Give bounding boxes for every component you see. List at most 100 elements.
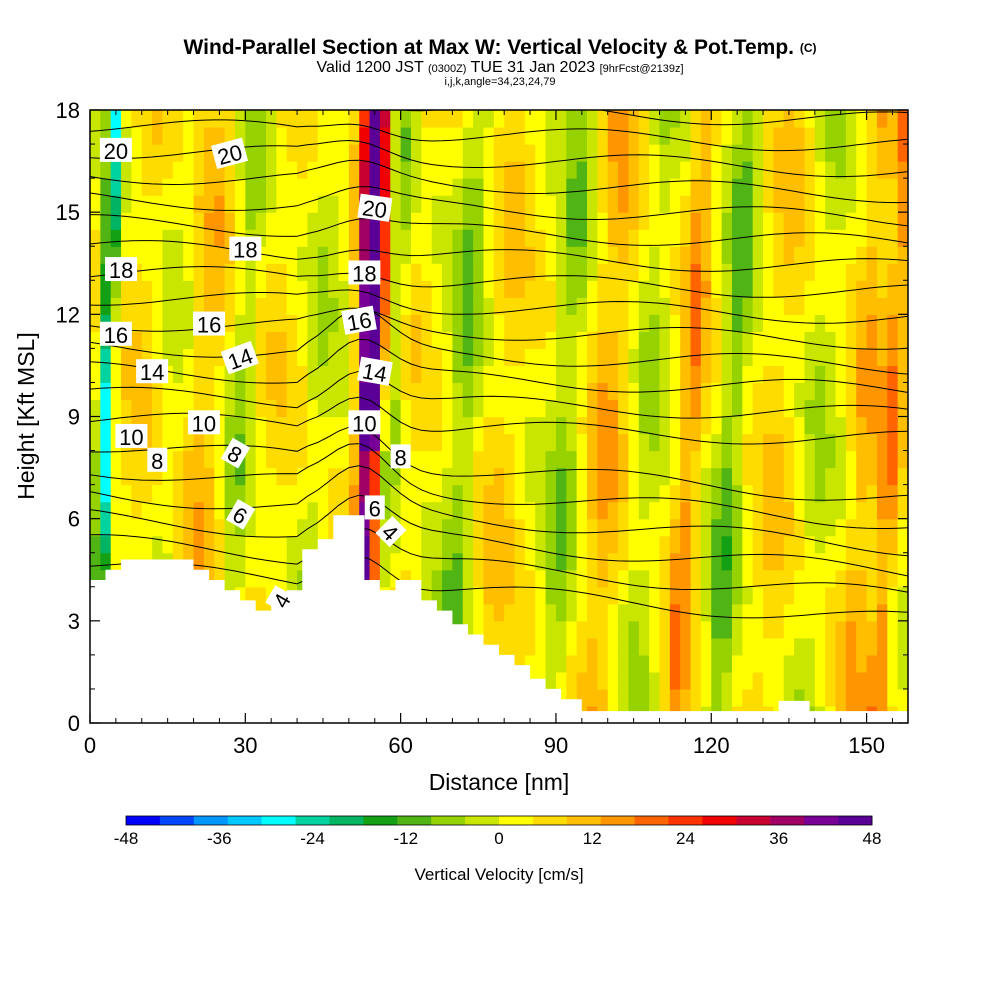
field-cell [214, 433, 226, 452]
field-cell [369, 178, 381, 196]
field-cell [524, 263, 536, 281]
field-cell [876, 212, 888, 230]
field-cell [276, 365, 288, 384]
field-cell [90, 382, 101, 401]
field-cell [338, 263, 350, 281]
field-cell [214, 212, 226, 230]
field-cell [804, 127, 816, 145]
field-cell [618, 127, 630, 145]
field-cell [845, 127, 857, 145]
field-cell [680, 535, 692, 554]
field-cell [897, 263, 908, 281]
field-cell [897, 586, 908, 605]
field-cell [690, 501, 702, 520]
field-cell [680, 161, 692, 179]
field-cell [348, 365, 360, 384]
field-cell [131, 110, 143, 128]
field-cell [856, 501, 868, 520]
field-cell [338, 416, 350, 435]
field-cell [317, 161, 329, 179]
field-cell [752, 314, 764, 332]
field-cell [825, 331, 837, 349]
field-cell [379, 314, 391, 332]
field-cell [131, 144, 143, 162]
field-cell [493, 586, 505, 605]
field-cell [400, 297, 412, 315]
field-cell [835, 161, 847, 179]
field-cell [193, 246, 205, 264]
field-cell [731, 416, 743, 435]
field-cell [90, 110, 101, 128]
field-cell [234, 552, 246, 571]
field-cell [524, 467, 536, 486]
field-cell [90, 127, 101, 145]
field-cell [804, 535, 816, 554]
field-cell [276, 535, 288, 554]
field-cell [700, 552, 712, 571]
field-cell [421, 569, 433, 588]
field-cell [203, 484, 215, 503]
field-cell [90, 348, 101, 367]
field-cell [535, 399, 547, 418]
field-cell [524, 535, 536, 554]
field-cell [804, 144, 816, 162]
field-cell [794, 484, 806, 503]
field-cell [700, 688, 712, 707]
field-cell [400, 110, 412, 128]
field-cell [317, 229, 329, 247]
field-cell [483, 263, 495, 281]
field-cell [131, 535, 143, 554]
field-cell [690, 195, 702, 213]
field-cell [856, 518, 868, 537]
field-cell [431, 195, 443, 213]
field-cell [183, 348, 195, 367]
field-cell [110, 110, 122, 128]
field-cell [162, 144, 174, 162]
field-cell [700, 433, 712, 452]
field-cell [255, 433, 267, 452]
field-cell [266, 518, 277, 537]
field-cell [897, 195, 908, 213]
field-cell [193, 365, 205, 384]
contour-label-box [348, 260, 381, 285]
field-cell [876, 450, 888, 469]
field-cell [90, 484, 101, 503]
field-cell [607, 127, 619, 145]
field-cell [783, 314, 795, 332]
field-cell [763, 450, 774, 469]
field-cell [597, 637, 609, 656]
field-cell [669, 246, 681, 264]
field-cell [876, 246, 888, 264]
field-cell [121, 178, 133, 196]
field-cell [576, 229, 588, 247]
field-cell [628, 127, 640, 145]
field-cell [597, 654, 609, 673]
field-cell [638, 450, 650, 469]
field-cell [804, 263, 816, 281]
contour-label-text: 8 [151, 449, 163, 474]
field-cell [825, 127, 837, 145]
field-cell [121, 535, 133, 554]
field-cell [359, 110, 371, 128]
field-cell [587, 501, 598, 520]
field-cell [742, 110, 754, 128]
field-cell [835, 620, 847, 639]
field-cell [317, 127, 329, 145]
field-cell [338, 280, 350, 298]
field-cell [348, 212, 360, 230]
field-cell [835, 671, 847, 690]
field-cell [783, 127, 795, 145]
field-cell [483, 195, 495, 213]
field-cell [421, 365, 433, 384]
field-cell [245, 195, 257, 213]
field-cell [400, 382, 412, 401]
field-cell [535, 178, 547, 196]
field-cell [897, 637, 908, 656]
field-cell [348, 127, 360, 145]
field-cell [193, 195, 205, 213]
field-cell [473, 144, 485, 162]
field-cell [400, 552, 412, 571]
field-cell [711, 603, 723, 622]
field-cell [90, 212, 101, 230]
field-cell [317, 314, 329, 332]
